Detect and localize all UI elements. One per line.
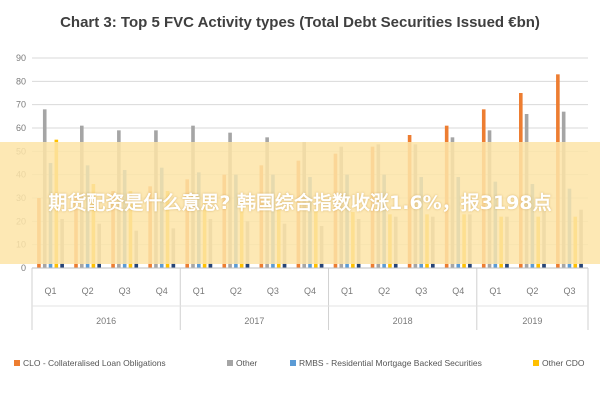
- x-tick-label: Q4: [304, 286, 316, 296]
- legend-label: RMBS - Residential Mortgage Backed Secur…: [299, 358, 482, 368]
- bar: [431, 263, 435, 268]
- legend-label: Other: [236, 358, 257, 368]
- bar: [60, 263, 64, 268]
- x-tick-label: Q4: [156, 286, 168, 296]
- x-tick-label: Q3: [119, 286, 131, 296]
- bar: [245, 263, 250, 268]
- y-tick-label: 0: [21, 263, 26, 273]
- x-tick-label: Q2: [82, 286, 94, 296]
- bar: [393, 263, 398, 268]
- legend: CLO - Collateralised Loan Obligations Oth…: [14, 358, 585, 368]
- x-tick-label: Q3: [415, 286, 427, 296]
- bar: [134, 263, 139, 268]
- bar: [282, 263, 287, 268]
- x-tick-label: Q1: [341, 286, 353, 296]
- legend-swatch: [14, 360, 20, 366]
- year-label: 2019: [522, 316, 542, 326]
- x-tick-label: Q3: [563, 286, 575, 296]
- x-tick-label: Q3: [267, 286, 279, 296]
- year-label: 2017: [244, 316, 264, 326]
- bar: [468, 263, 472, 268]
- legend-label: CLO - Collateralised Loan Obligations: [23, 358, 166, 368]
- x-tick-label: Q2: [230, 286, 242, 296]
- overlay-headline[interactable]: 期货配资是什么意思? 韩国综合指数收涨1.6%，报3198点: [48, 192, 552, 214]
- legend-label: Other CDO: [542, 358, 585, 368]
- bar: [97, 263, 101, 268]
- bar: [356, 263, 361, 268]
- bar: [208, 263, 213, 268]
- x-tick-label: Q4: [452, 286, 464, 296]
- x-tick-label: Q1: [45, 286, 57, 296]
- x-tick-label: Q1: [489, 286, 501, 296]
- y-tick-label: 90: [16, 53, 26, 63]
- bar: [542, 263, 546, 268]
- legend-swatch: [533, 360, 539, 366]
- bar: [579, 263, 583, 268]
- y-tick-label: 60: [16, 123, 26, 133]
- x-tick-label: Q2: [526, 286, 538, 296]
- x-tick-label: Q1: [193, 286, 205, 296]
- year-label: 2016: [96, 316, 116, 326]
- legend-swatch: [290, 360, 296, 366]
- bar: [319, 263, 324, 268]
- y-tick-label: 80: [16, 76, 26, 86]
- bar: [171, 263, 176, 268]
- bar: [505, 263, 509, 268]
- overlay-banner[interactable]: 期货配资是什么意思? 韩国综合指数收涨1.6%，报3198点: [0, 142, 600, 264]
- y-tick-label: 70: [16, 100, 26, 110]
- chart-title: Chart 3: Top 5 FVC Activity types (Total…: [60, 14, 540, 31]
- x-axis: Q1 Q2 Q3 Q4 Q1 Q2 Q3 Q4 Q1 Q2 Q3 Q4 Q1 Q2 Q3 2016 2017 20…: [31, 267, 589, 330]
- year-label: 2018: [393, 316, 413, 326]
- x-tick-label: Q2: [378, 286, 390, 296]
- legend-swatch: [227, 360, 233, 366]
